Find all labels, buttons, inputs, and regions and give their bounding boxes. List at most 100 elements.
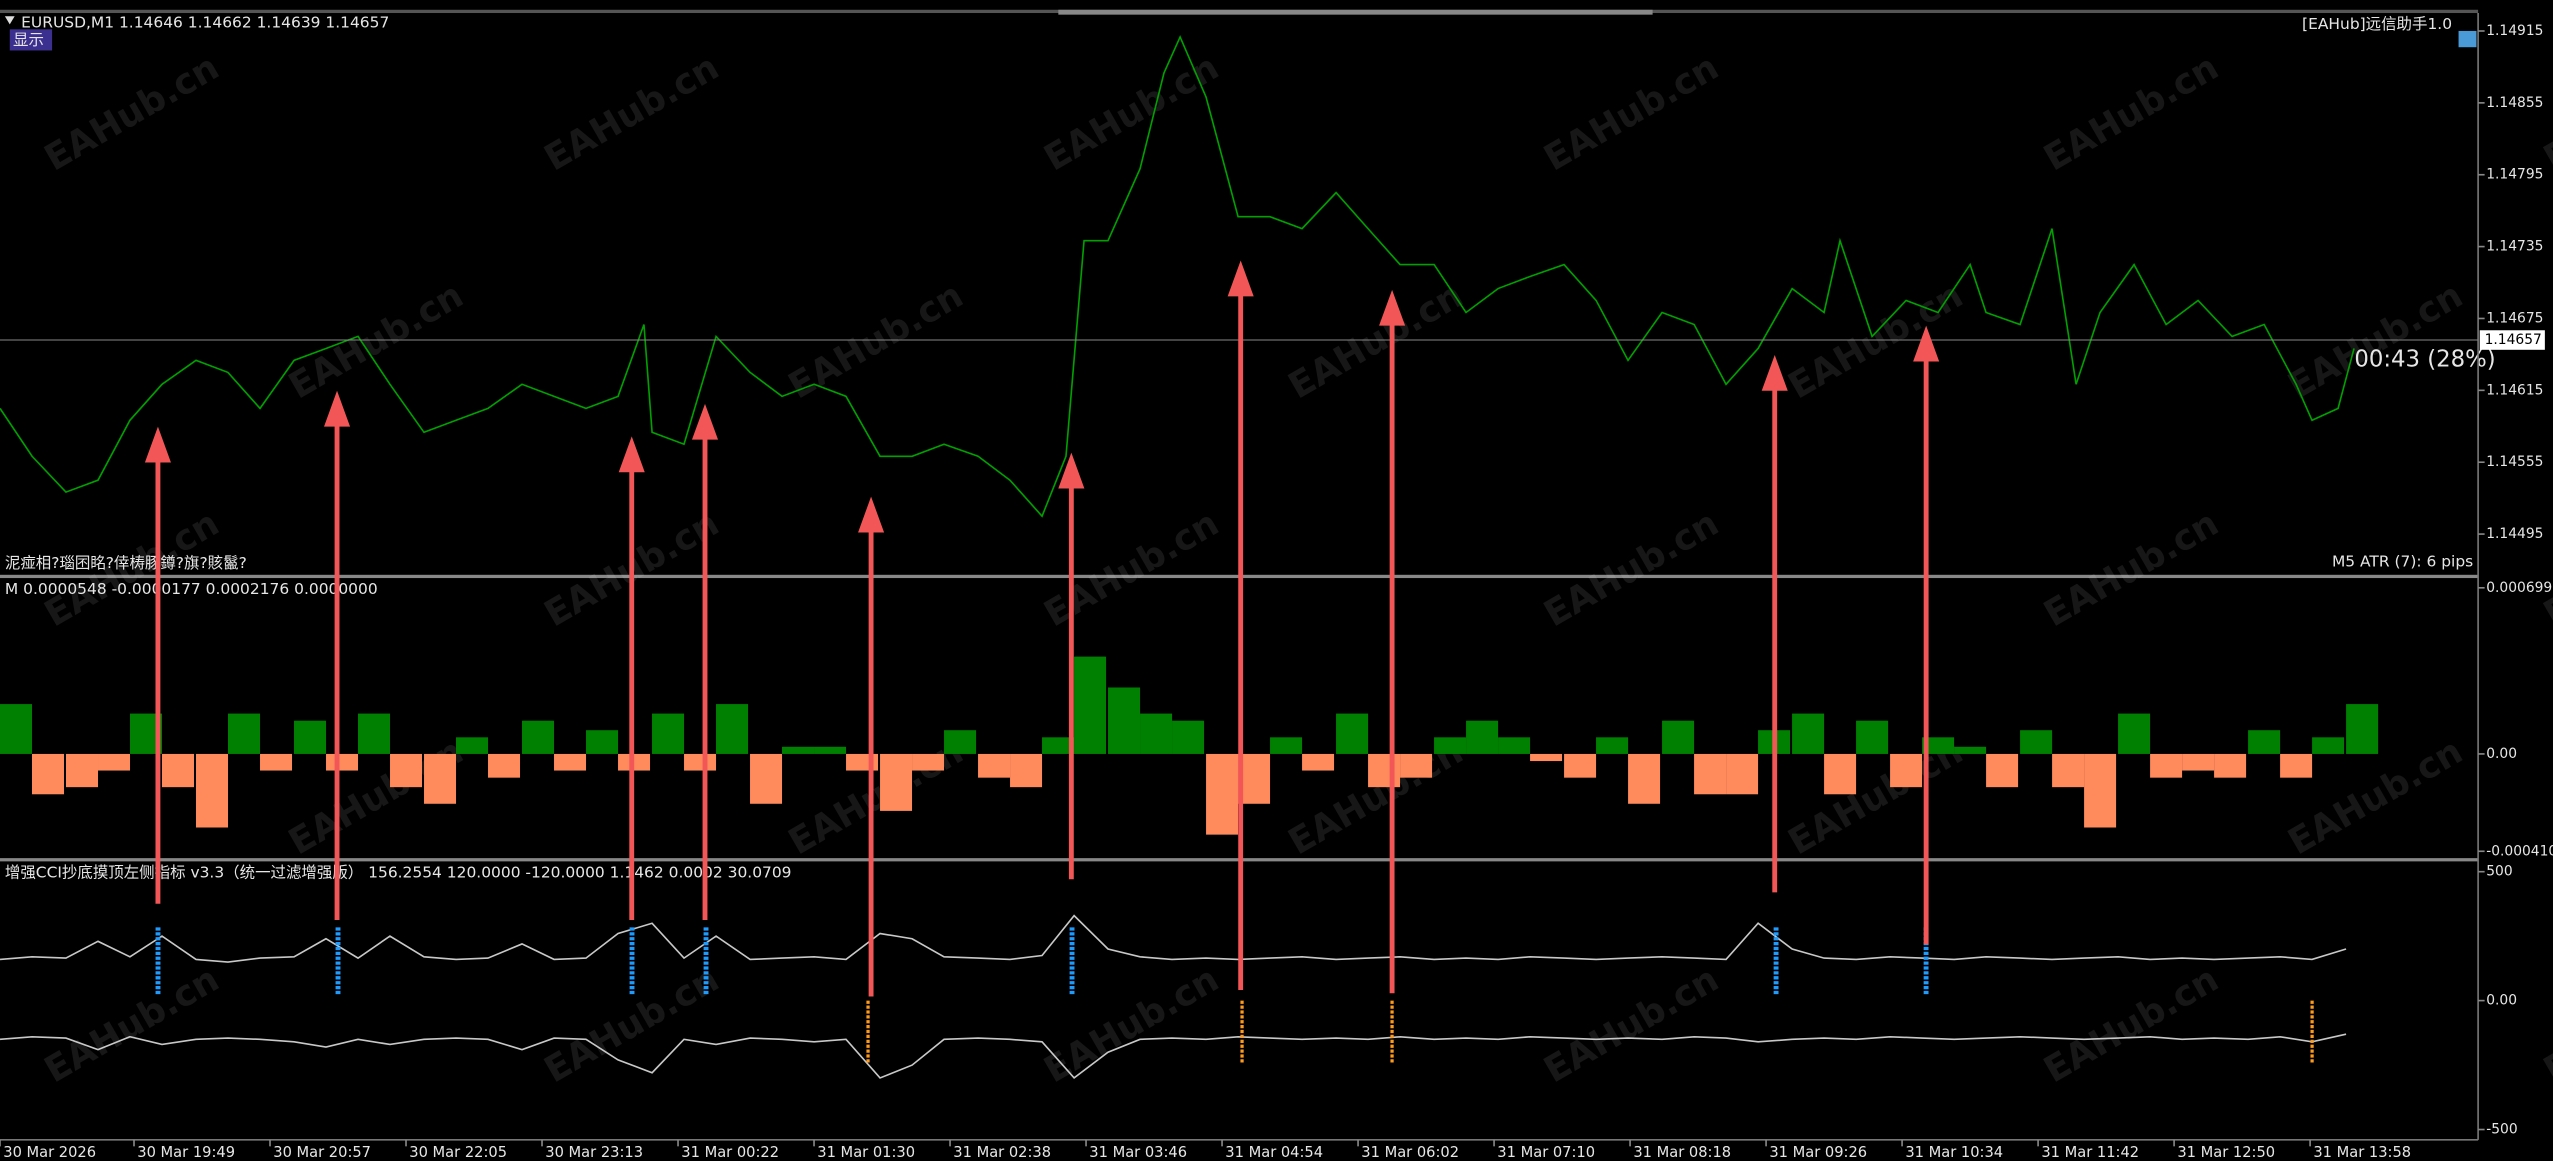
current-price-label: 1.14657 — [2485, 332, 2542, 348]
histogram-bar — [1302, 753, 1335, 771]
histogram-bar — [1108, 687, 1141, 754]
histogram-bar — [978, 753, 1011, 778]
y-tick-label: 0.00 — [2486, 746, 2517, 762]
x-tick-label: 31 Mar 12:50 — [2177, 1144, 2275, 1161]
countdown: 00:43 (28%) — [2354, 346, 2495, 372]
y-tick-label: 500 — [2486, 864, 2512, 880]
panel-title: 增强CCI抄底摸顶左侧指标 v3.3（统一过滤增强版） 156.2554 120… — [5, 863, 792, 881]
histogram-bar — [32, 753, 65, 795]
y-tick-label: 1.14915 — [2486, 23, 2543, 39]
histogram-bar — [456, 737, 489, 754]
histogram-bar — [522, 720, 555, 754]
x-tick-label: 30 Mar 19:49 — [137, 1144, 235, 1161]
histogram-bar — [1694, 753, 1727, 795]
show-button-label[interactable]: 显示 — [13, 31, 44, 49]
x-tick-label: 31 Mar 10:34 — [1905, 1144, 2003, 1161]
histogram-bar — [162, 753, 195, 788]
show-button[interactable] — [9, 29, 53, 51]
histogram-bar — [554, 753, 587, 771]
x-tick-label: 31 Mar 07:10 — [1497, 1144, 1595, 1161]
histogram-bar — [652, 713, 685, 754]
x-tick-label: 31 Mar 13:58 — [2313, 1144, 2411, 1161]
y-tick-label: 0.0006999 — [2486, 580, 2553, 596]
histogram-bar — [1498, 737, 1531, 754]
x-tick-label: 31 Mar 08:18 — [1633, 1144, 1731, 1161]
x-tick-label: 30 Mar 22:05 — [409, 1144, 507, 1161]
histogram-bar — [1140, 713, 1173, 754]
histogram-bar — [1792, 713, 1825, 754]
histogram-bar — [1238, 753, 1271, 804]
histogram-bar — [1206, 753, 1239, 835]
histogram-bar — [260, 753, 293, 771]
x-tick-label: 31 Mar 06:02 — [1361, 1144, 1459, 1161]
histogram-bar — [1954, 746, 1987, 754]
histogram-bar — [488, 753, 521, 778]
y-tick-label: 1.14495 — [2486, 526, 2543, 542]
y-tick-label: 1.14735 — [2486, 239, 2543, 255]
annotation-arrowhead — [1379, 289, 1406, 326]
histogram-bar — [1466, 720, 1499, 754]
y-tick-label: 1.14615 — [2486, 382, 2543, 398]
expert-label: [EAHub]远信助手1.0 — [2302, 15, 2452, 33]
histogram-bar — [2346, 704, 2379, 754]
histogram-bar — [750, 753, 783, 804]
histogram-bar — [390, 753, 423, 788]
histogram-bar — [1074, 656, 1107, 754]
garbled-label: 泥痖相?瑙囨眳?倖梼豚鐏?旗?賅鬣? — [5, 554, 247, 572]
histogram-bar — [2280, 753, 2313, 778]
histogram-bar — [0, 704, 33, 754]
annotation-arrowhead — [691, 403, 719, 440]
x-tick-label: 30 Mar 23:13 — [545, 1144, 643, 1161]
x-tick-label: 31 Mar 02:38 — [953, 1144, 1051, 1161]
histogram-bar — [98, 753, 131, 771]
histogram-bar — [1986, 753, 2019, 788]
histogram-bar — [196, 753, 229, 828]
expert-icon[interactable] — [2458, 30, 2477, 48]
histogram-bar — [2312, 737, 2345, 754]
histogram-bar — [814, 746, 847, 754]
annotation-arrowhead — [858, 496, 885, 533]
x-tick-label: 31 Mar 04:54 — [1225, 1144, 1323, 1161]
scrollbar[interactable] — [1058, 9, 1653, 15]
annotation-arrowhead — [1913, 325, 1940, 362]
histogram-bar — [716, 704, 749, 754]
histogram-bar — [1824, 753, 1857, 795]
histogram-bar — [684, 753, 717, 771]
y-tick-label: 1.14555 — [2486, 454, 2543, 470]
histogram-bar — [1596, 737, 1629, 754]
histogram-bar — [2248, 730, 2281, 754]
histogram-bar — [944, 730, 977, 754]
histogram-bar — [1010, 753, 1043, 788]
histogram-bar — [228, 713, 261, 754]
histogram-bar — [1368, 753, 1401, 788]
histogram-bar — [1890, 753, 1923, 788]
histogram-bar — [2084, 753, 2117, 828]
annotation-arrowhead — [324, 390, 351, 427]
annotation-arrowhead — [1227, 260, 1254, 297]
x-tick-label: 31 Mar 11:42 — [2041, 1144, 2139, 1161]
histogram-bar — [2182, 753, 2215, 771]
menu-triangle[interactable] — [4, 16, 15, 25]
histogram-bar — [782, 746, 815, 754]
histogram-bar — [424, 753, 457, 804]
y-tick-label: 1.14855 — [2486, 95, 2543, 111]
histogram-bar — [1922, 737, 1955, 754]
x-tick-label: 31 Mar 03:46 — [1089, 1144, 1187, 1161]
annotation-arrowhead — [618, 436, 645, 473]
x-tick-label: 30 Mar 20:57 — [273, 1144, 371, 1161]
histogram-bar — [1434, 737, 1467, 754]
histogram-bar — [1856, 720, 1889, 754]
atr-label: M5 ATR (7): 6 pips — [2332, 552, 2473, 570]
x-tick-label: 31 Mar 01:30 — [817, 1144, 915, 1161]
histogram-bar — [2214, 753, 2247, 778]
panel-title: M 0.0000548 -0.0000177 0.0002176 0.00000… — [5, 580, 378, 598]
histogram-bar — [880, 753, 913, 811]
histogram-bar — [1336, 713, 1369, 754]
histogram-bar — [66, 753, 99, 788]
y-tick-label: 1.14795 — [2486, 167, 2543, 183]
histogram-bar — [326, 753, 359, 771]
histogram-bar — [586, 730, 619, 754]
